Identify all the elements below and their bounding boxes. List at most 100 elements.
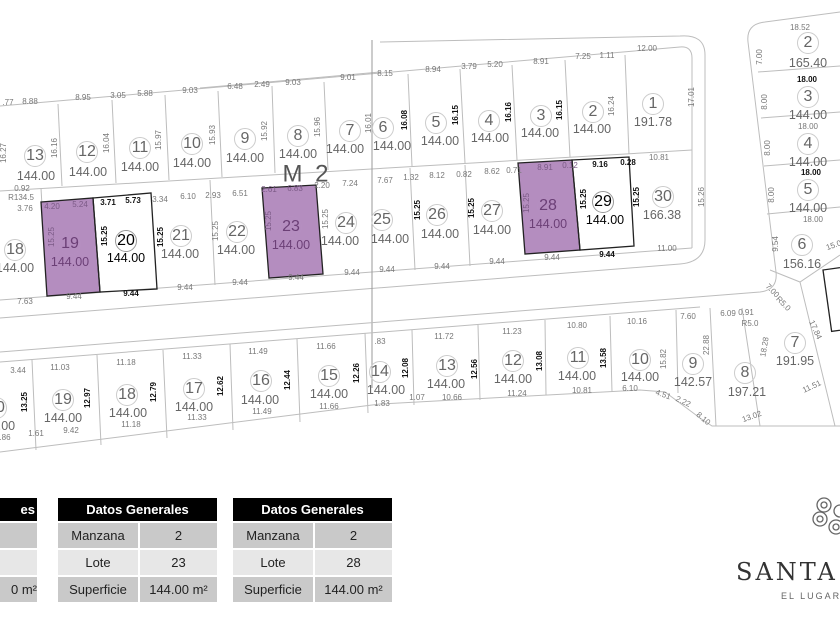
lot-number-2[interactable]: 2 — [797, 32, 819, 54]
lot-number-10[interactable]: 10 — [181, 133, 203, 155]
lot-number-5[interactable]: 5 — [425, 112, 447, 134]
lot-number-15[interactable]: 15 — [318, 365, 340, 387]
lot-number-3[interactable]: 3 — [797, 86, 819, 108]
lot-area: 144.00 — [50, 254, 90, 269]
dimension-label: 15.26 — [697, 186, 706, 208]
lot-number-13[interactable]: 13 — [436, 355, 458, 377]
lot-number-12[interactable]: 12 — [76, 141, 98, 163]
lot-number-27[interactable]: 27 — [481, 200, 503, 222]
lot-number-28[interactable]: 28 — [537, 195, 559, 217]
lot-number-8[interactable]: 8 — [734, 362, 756, 384]
lot-number-7[interactable]: 7 — [784, 332, 806, 354]
dimension-label: 9.42 — [63, 426, 79, 435]
row-value: 144.00 m² — [324, 582, 383, 597]
dimension-label: 2.93 — [205, 191, 221, 200]
lot-area: 144.00 — [572, 121, 612, 136]
lot-number-18[interactable]: 18 — [116, 384, 138, 406]
lot-number-11[interactable]: 11 — [129, 137, 151, 159]
lot-number-6[interactable]: 6 — [791, 234, 813, 256]
dimension-label: 12.97 — [83, 387, 92, 409]
structure-outline — [822, 265, 840, 333]
dimension-label: 5.20 — [487, 60, 503, 69]
row-label: Superficie — [58, 577, 140, 602]
dimension-label: 11.24 — [507, 389, 527, 398]
lot-number-26[interactable]: 26 — [426, 204, 448, 226]
dimension-label: 11.49 — [248, 347, 268, 356]
lot-number-30[interactable]: 30 — [652, 186, 674, 208]
lot-number-14[interactable]: 14 — [369, 361, 391, 383]
lot-number-20[interactable]: 20 — [115, 230, 137, 252]
dimension-label: 1.11 — [599, 51, 615, 60]
lot-number-10[interactable]: 10 — [629, 349, 651, 371]
lot-area: 144.00 — [370, 231, 410, 246]
dimension-label: 12.44 — [283, 369, 292, 391]
dimension-label: .86 — [0, 433, 11, 442]
dimension-label: 11.66 — [319, 402, 339, 411]
lot-number-12[interactable]: 12 — [502, 350, 524, 372]
lot-number-8[interactable]: 8 — [287, 125, 309, 147]
dimension-label: 8.94 — [425, 65, 441, 74]
lot-number-4[interactable]: 4 — [797, 133, 819, 155]
lot-number-29[interactable]: 29 — [592, 191, 614, 213]
table-header: Datos Generales — [233, 498, 392, 521]
lot-number-9[interactable]: 9 — [234, 128, 256, 150]
dimension-label: 8.88 — [22, 97, 38, 106]
dimension-label: 3.44 — [10, 366, 26, 375]
lot-number-1[interactable]: 1 — [642, 93, 664, 115]
dimension-label: 13.58 — [599, 347, 608, 369]
lot-area: 144.00 — [309, 386, 349, 401]
lot-number-7[interactable]: 7 — [339, 120, 361, 142]
dimension-label: 9.44 — [177, 283, 193, 292]
lot-number-2[interactable]: 2 — [582, 101, 604, 123]
lot-area: 144.00 — [470, 130, 510, 145]
dimension-label: 2.20 — [314, 181, 330, 190]
lot-area: 144.00 — [557, 368, 597, 383]
lot-area: 191.78 — [633, 114, 673, 129]
dimension-label: 8.15 — [377, 69, 393, 78]
lot-area: 144.00 — [0, 260, 35, 275]
lot-area: 144.00 — [216, 242, 256, 257]
dimension-label: 11.49 — [252, 407, 272, 416]
lot-number-16[interactable]: 16 — [250, 370, 272, 392]
lot-number-22[interactable]: 22 — [226, 221, 248, 243]
dimension-label: 9.44 — [489, 257, 505, 266]
lot-area: 144.00 — [420, 133, 460, 148]
lot-number-6[interactable]: 6 — [372, 117, 394, 139]
lot-number-5[interactable]: 5 — [797, 179, 819, 201]
dimension-label: 3.34 — [152, 195, 168, 204]
lot-number-24[interactable]: 24 — [335, 212, 357, 234]
lot-number-17[interactable]: 17 — [183, 378, 205, 400]
lot-number-11[interactable]: 11 — [567, 347, 589, 369]
dimension-label: 11.33 — [182, 352, 202, 361]
lot-number-21[interactable]: 21 — [170, 225, 192, 247]
dimension-label: 2.61 — [261, 185, 277, 194]
dimension-label: 2.49 — [254, 80, 270, 89]
logo-name: SANTA E — [736, 558, 840, 586]
lot-number-9[interactable]: 9 — [682, 353, 704, 375]
lot-number-25[interactable]: 25 — [371, 209, 393, 231]
dimension-label: 15.92 — [260, 120, 269, 142]
lot-number-13[interactable]: 13 — [24, 145, 46, 167]
dimension-label: 16.27 — [0, 142, 8, 164]
dimension-label: 5.24 — [72, 200, 88, 209]
dimension-label: 3.76 — [17, 204, 33, 213]
lot-number-4[interactable]: 4 — [478, 110, 500, 132]
dimension-label: 18.00 — [802, 215, 824, 224]
dimension-label: R5.0 — [741, 319, 759, 328]
lot-number-23[interactable]: 23 — [280, 216, 302, 238]
dimension-label: 7.63 — [17, 297, 33, 306]
dimension-label: 8.12 — [429, 171, 445, 180]
lot-number-19[interactable]: 19 — [59, 233, 81, 255]
lot-area: 144.00 — [585, 212, 625, 227]
lot-number-19[interactable]: 19 — [52, 389, 74, 411]
dimension-label: 10.66 — [441, 393, 463, 402]
lot-area: 144.00 — [43, 410, 83, 425]
dimension-label: 15.82 — [659, 348, 668, 370]
dimension-label: R134.5 — [8, 193, 34, 202]
dimension-label: 9.44 — [123, 289, 139, 298]
dimension-label: 0.82 — [456, 170, 472, 179]
lot-number-3[interactable]: 3 — [530, 105, 552, 127]
lot-number-18[interactable]: 18 — [4, 239, 26, 261]
dimension-label: 8.95 — [75, 93, 91, 102]
table-cell-superficie: 0 m² — [0, 575, 37, 602]
